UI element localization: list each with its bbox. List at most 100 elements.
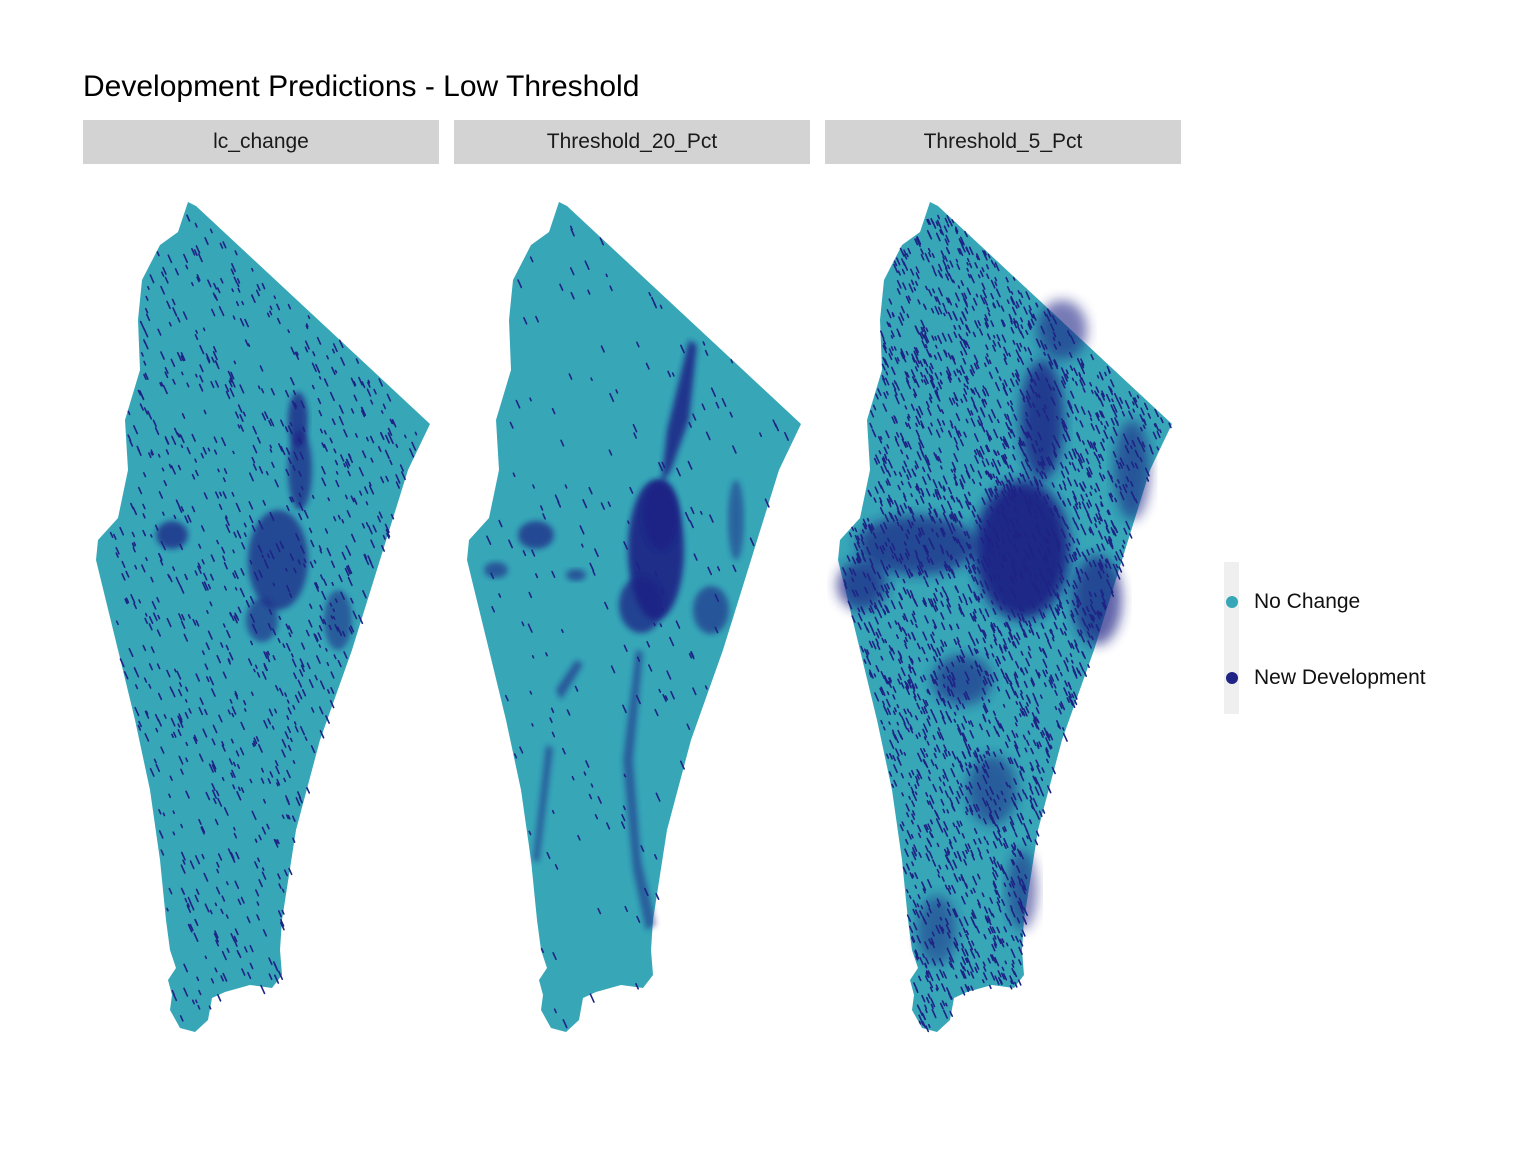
development-mark: [222, 623, 226, 628]
development-mark: [529, 397, 532, 402]
development-mark: [919, 439, 925, 449]
development-mark: [180, 355, 185, 362]
development-mark: [892, 694, 896, 700]
development-mark: [239, 414, 244, 422]
development-mark: [187, 923, 193, 933]
development-mark: [1094, 518, 1097, 523]
development-mark: [915, 486, 919, 491]
development-mark: [1015, 379, 1019, 386]
development-mark: [911, 800, 916, 808]
development-mark: [936, 219, 942, 229]
development-mark: [995, 466, 1001, 475]
development-mark: [274, 708, 278, 714]
development-mark: [289, 592, 293, 598]
development-mark: [629, 486, 634, 494]
development-mark: [930, 598, 934, 605]
development-mark: [1074, 644, 1080, 653]
development-mark: [512, 472, 516, 478]
development-mark: [1013, 778, 1018, 785]
development-mark: [934, 296, 938, 302]
development-mark: [277, 910, 282, 918]
development-mark: [904, 636, 908, 643]
development-mark: [962, 593, 968, 603]
development-mark: [241, 300, 245, 306]
development-mark: [1132, 397, 1137, 405]
development-mark: [1068, 461, 1072, 466]
development-mark: [926, 556, 931, 564]
development-mark: [411, 441, 417, 451]
development-mark: [984, 317, 990, 328]
development-mark: [898, 601, 903, 610]
development-mark: [925, 488, 931, 497]
development-mark: [553, 1008, 557, 1014]
development-mark: [993, 263, 996, 268]
development-mark: [915, 623, 918, 628]
development-mark: [1060, 470, 1066, 479]
development-mark: [933, 752, 937, 759]
development-mark: [1067, 691, 1073, 699]
development-mark: [911, 851, 917, 861]
development-mark: [1035, 716, 1039, 723]
development-mark: [143, 327, 149, 338]
development-mark: [900, 682, 905, 689]
development-mark: [962, 393, 968, 402]
development-mark: [184, 711, 189, 719]
development-mark: [948, 841, 954, 850]
development-mark: [857, 622, 862, 630]
development-mark: [926, 799, 930, 806]
development-mark: [1110, 417, 1115, 426]
development-mark: [377, 445, 382, 453]
development-mark: [211, 760, 217, 770]
development-mark: [1160, 417, 1164, 424]
development-mark: [970, 417, 976, 427]
development-mark: [569, 225, 573, 231]
development-mark: [1049, 676, 1054, 684]
development-mark: [935, 389, 939, 394]
development-mark: [220, 277, 224, 284]
development-mark: [922, 326, 927, 335]
development-mark: [293, 672, 297, 680]
development-mark: [562, 1019, 568, 1029]
development-mark: [1139, 456, 1143, 463]
development-mark: [252, 742, 255, 748]
development-mark: [303, 558, 307, 564]
development-mark: [940, 228, 945, 236]
development-mark: [327, 689, 330, 694]
development-mark: [882, 356, 887, 366]
development-mark: [269, 310, 273, 316]
development-mark: [189, 901, 195, 911]
development-mark: [361, 381, 366, 389]
development-mark: [899, 247, 905, 257]
development-mark: [1040, 731, 1044, 739]
development-mark: [919, 561, 924, 568]
development-mark: [944, 350, 948, 355]
development-mark: [928, 851, 933, 859]
development-mark: [958, 499, 964, 509]
development-mark: [896, 521, 900, 527]
development-mark: [916, 903, 920, 908]
development-mark: [946, 604, 952, 614]
development-mark: [209, 909, 213, 915]
development-mark: [853, 543, 859, 551]
development-mark: [985, 560, 990, 569]
development-mark: [916, 565, 923, 576]
development-mark: [150, 449, 154, 456]
development-mark: [1015, 935, 1020, 943]
development-mark: [861, 529, 865, 534]
development-mark: [986, 333, 991, 340]
development-mark: [915, 988, 919, 994]
development-mark: [906, 830, 912, 840]
development-mark: [985, 670, 990, 677]
development-mark: [284, 426, 289, 433]
development-mark: [974, 455, 979, 464]
development-mark: [953, 638, 958, 645]
development-mark: [943, 750, 948, 757]
development-mark: [1128, 390, 1132, 397]
development-mark: [384, 523, 390, 534]
development-mark: [900, 449, 904, 455]
development-mark: [983, 836, 987, 841]
development-mark: [304, 340, 310, 350]
development-mark: [948, 957, 952, 963]
development-mark: [195, 999, 198, 1004]
development-mark: [936, 418, 942, 427]
